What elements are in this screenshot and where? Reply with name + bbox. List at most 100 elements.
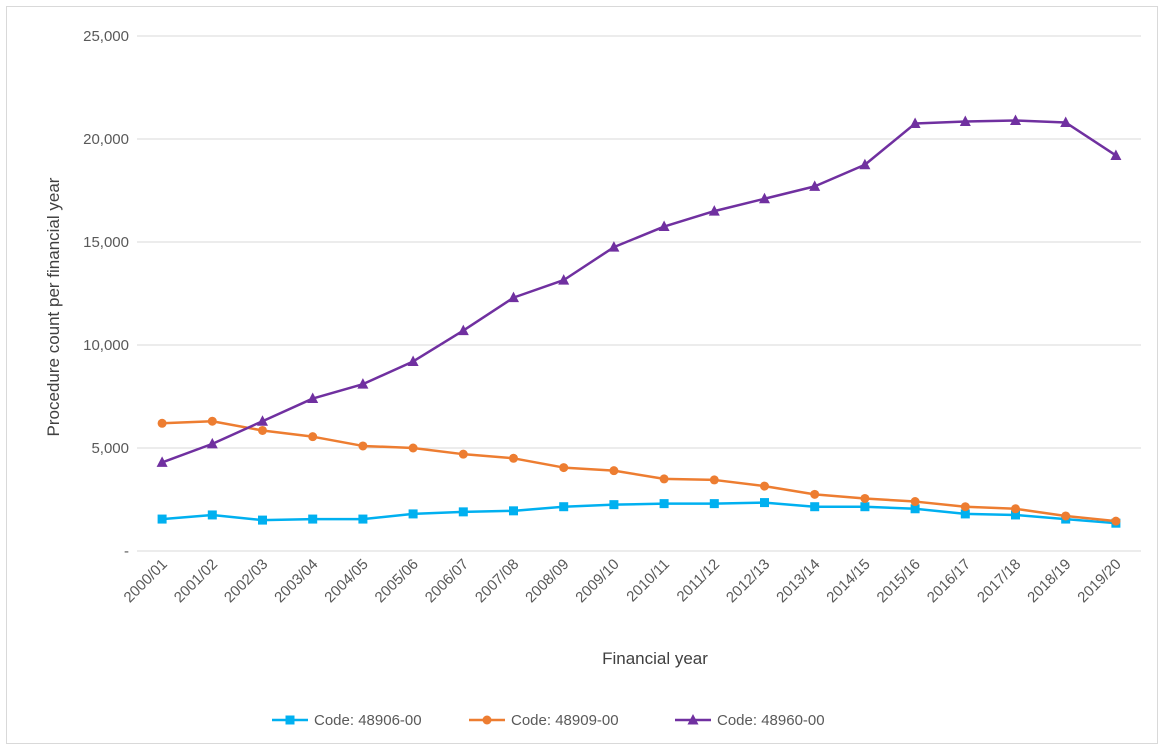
x-tick-label: 2005/06 xyxy=(372,556,422,606)
data-point xyxy=(1011,504,1020,514)
data-point xyxy=(959,115,971,126)
data-point xyxy=(1060,116,1072,128)
y-axis-title: Procedure count per financial year xyxy=(44,177,63,436)
data-point xyxy=(910,497,920,507)
data-point xyxy=(709,499,719,509)
x-tick-label: 2013/14 xyxy=(773,556,823,606)
series-lines xyxy=(156,114,1122,528)
data-point xyxy=(257,415,268,426)
series-3 xyxy=(156,114,1122,467)
x-tick-label: 2011/12 xyxy=(674,556,724,606)
x-tick-label: 2009/10 xyxy=(572,556,622,606)
data-point xyxy=(1010,114,1021,125)
data-point xyxy=(659,499,669,509)
data-point xyxy=(508,291,519,303)
data-point xyxy=(358,441,368,451)
x-tick-label: 2004/05 xyxy=(321,556,371,606)
legend-item: Code: 48960-00 xyxy=(675,712,825,729)
data-point xyxy=(408,443,418,453)
data-point xyxy=(408,509,418,519)
legend-marker xyxy=(687,714,699,725)
x-tick-label: 2015/16 xyxy=(874,556,924,606)
data-point xyxy=(509,506,518,516)
x-tick-label: 2014/15 xyxy=(823,556,873,606)
data-point xyxy=(760,481,769,491)
x-tick-label: 2010/11 xyxy=(623,556,673,606)
data-point xyxy=(859,158,871,170)
data-point xyxy=(760,498,769,508)
data-point xyxy=(156,456,168,467)
data-point xyxy=(810,502,820,512)
y-tick-label: 5,000 xyxy=(91,440,129,457)
x-axis-title: Financial year xyxy=(602,649,708,668)
legend-label: Code: 48906-00 xyxy=(314,712,422,729)
x-tick-label: 2018/19 xyxy=(1024,556,1074,606)
data-point xyxy=(608,241,620,252)
data-point xyxy=(708,205,720,216)
data-point xyxy=(206,437,218,449)
data-point xyxy=(157,418,167,428)
data-point xyxy=(609,466,619,476)
x-tick-label: 2008/09 xyxy=(522,556,572,606)
data-point xyxy=(1061,511,1071,521)
legend-label: Code: 48960-00 xyxy=(717,712,825,729)
data-point xyxy=(659,474,669,484)
legend-marker xyxy=(285,715,295,725)
data-point xyxy=(860,502,870,512)
data-point xyxy=(909,117,921,129)
x-tick-label: 2016/17 xyxy=(924,556,974,606)
data-point xyxy=(458,449,468,459)
data-point xyxy=(559,502,569,512)
series-line xyxy=(161,119,1117,464)
chart-frame: -5,000 10,000 15,000 20,000 25,000 2000/01 20… xyxy=(6,6,1158,744)
series-line xyxy=(162,419,1117,523)
legend: Code: 48906-00 Code: 48909-00 Code: 48960-… xyxy=(272,712,825,729)
data-point xyxy=(258,425,267,435)
data-point xyxy=(1111,516,1121,526)
x-tick-label: 2006/07 xyxy=(422,556,472,606)
data-point xyxy=(358,514,368,524)
series-1 xyxy=(157,498,1121,528)
legend-item: Code: 48909-00 xyxy=(469,712,619,729)
data-point xyxy=(960,502,970,512)
data-point xyxy=(1110,149,1122,160)
y-tick-label: 20,000 xyxy=(83,131,129,148)
data-point xyxy=(910,504,920,514)
legend-label: Code: 48909-00 xyxy=(511,712,619,729)
data-point xyxy=(809,180,821,191)
x-tick-label: 2019/20 xyxy=(1074,556,1124,606)
x-tick-label: 2001/02 xyxy=(171,556,221,606)
x-tick-label: 2012/13 xyxy=(723,556,773,606)
data-point xyxy=(559,463,569,473)
y-tick-label: 15,000 xyxy=(83,234,129,251)
x-tick-label: 2002/03 xyxy=(221,556,271,606)
data-point xyxy=(860,493,870,503)
y-tick-label: - xyxy=(124,543,129,560)
data-point xyxy=(810,489,820,499)
data-point xyxy=(207,510,217,520)
data-point xyxy=(458,507,468,517)
data-point xyxy=(759,192,770,204)
y-tick-labels: - 5,000 10,000 15,000 20,000 25,000 xyxy=(83,28,129,560)
x-tick-label: 2017/18 xyxy=(974,556,1024,606)
data-point xyxy=(308,514,318,524)
gridlines xyxy=(137,35,1141,552)
data-point xyxy=(307,392,319,404)
data-point xyxy=(1011,510,1020,520)
data-point xyxy=(558,274,570,285)
x-tick-labels: 2000/01 2001/02 2002/03 2003/04 2004/05 2005/… xyxy=(121,556,1125,606)
y-tick-label: 10,000 xyxy=(83,337,129,354)
data-point xyxy=(407,355,419,366)
data-point xyxy=(609,500,619,510)
data-point xyxy=(709,475,719,485)
data-point xyxy=(658,220,670,232)
data-point xyxy=(509,453,518,463)
x-tick-label: 2000/01 xyxy=(121,556,171,606)
data-point xyxy=(960,509,970,519)
series-2 xyxy=(157,416,1121,526)
series-line xyxy=(161,501,1117,525)
data-point xyxy=(157,514,167,524)
x-tick-label: 2003/04 xyxy=(271,556,321,606)
data-point xyxy=(357,378,369,389)
